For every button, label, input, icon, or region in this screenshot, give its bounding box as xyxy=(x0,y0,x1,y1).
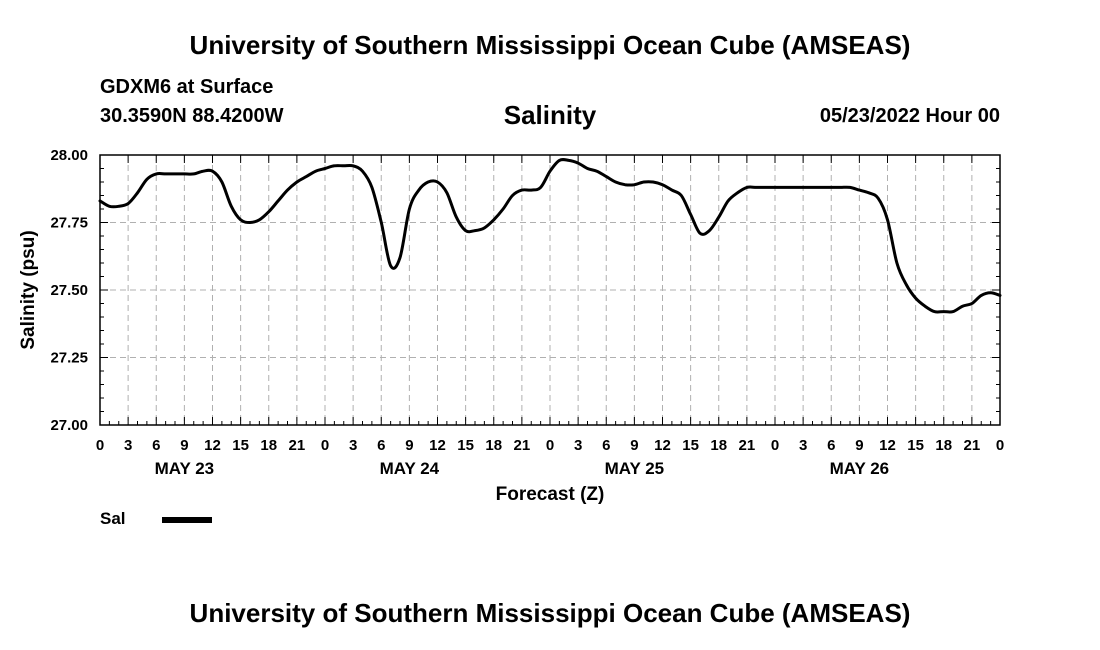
x-tick-label: 15 xyxy=(232,437,249,454)
x-tick-label: 9 xyxy=(630,437,638,454)
x-tick-label: 9 xyxy=(180,437,188,454)
x-axis-title: Forecast (Z) xyxy=(496,484,605,505)
legend-label: Sal xyxy=(100,509,126,528)
y-tick-label: 27.75 xyxy=(50,215,88,232)
x-tick-label: 6 xyxy=(602,437,610,454)
x-tick-label: 12 xyxy=(654,437,671,454)
x-tick-label: 0 xyxy=(321,437,329,454)
x-tick-label: 21 xyxy=(964,437,981,454)
station-coordinates: 30.3590N 88.4200W xyxy=(100,105,284,127)
salinity-series-line xyxy=(98,157,1002,314)
grid-lines xyxy=(100,154,1000,425)
date-label: MAY 23 xyxy=(155,459,215,478)
x-tick-label: 3 xyxy=(349,437,357,454)
report-title: University of Southern Mississippi Ocean… xyxy=(189,30,911,60)
x-tick-label: 6 xyxy=(827,437,835,454)
x-tick-label: 21 xyxy=(514,437,531,454)
axis-ticks xyxy=(99,154,1001,426)
x-tick-label: 15 xyxy=(457,437,474,454)
x-tick-label: 12 xyxy=(879,437,896,454)
y-tick-label: 27.00 xyxy=(50,417,88,434)
x-tick-label: 9 xyxy=(855,437,863,454)
y-tick-label: 27.25 xyxy=(50,350,88,367)
x-tick-label: 15 xyxy=(682,437,699,454)
x-tick-label: 3 xyxy=(124,437,132,454)
x-tick-label: 12 xyxy=(204,437,221,454)
x-tick-label: 15 xyxy=(907,437,924,454)
x-tick-label: 0 xyxy=(996,437,1004,454)
x-tick-label: 6 xyxy=(377,437,385,454)
y-tick-label: 28.00 xyxy=(50,147,88,164)
x-tick-label: 0 xyxy=(546,437,554,454)
x-tick-label: 6 xyxy=(152,437,160,454)
x-tick-label: 18 xyxy=(710,437,727,454)
x-tick-label: 21 xyxy=(739,437,756,454)
x-tick-label: 0 xyxy=(771,437,779,454)
forecast-run-time: 05/23/2022 Hour 00 xyxy=(819,105,1000,127)
date-label: MAY 25 xyxy=(605,459,665,478)
x-tick-label: 18 xyxy=(935,437,952,454)
x-tick-label: 9 xyxy=(405,437,413,454)
x-tick-label: 18 xyxy=(260,437,277,454)
x-tick-label: 0 xyxy=(96,437,104,454)
x-tick-label: 21 xyxy=(289,437,306,454)
chart-title: Salinity xyxy=(503,100,597,130)
x-tick-label: 12 xyxy=(429,437,446,454)
axis-labels: 0 3 6 9 12 15 18 21 0 3 6 9 12 15 18 21 0 3 6 9 12 15 18 21 0 3 6 9… xyxy=(50,147,1004,478)
date-label: MAY 26 xyxy=(830,459,890,478)
y-axis-title: Salinity (psu) xyxy=(18,230,39,349)
x-tick-label: 18 xyxy=(485,437,502,454)
footer-title: University of Southern Mississippi Ocean… xyxy=(189,598,911,628)
y-tick-label: 27.50 xyxy=(50,282,88,299)
x-tick-label: 3 xyxy=(799,437,807,454)
station-label: GDXM6 at Surface xyxy=(100,76,274,98)
x-tick-label: 3 xyxy=(574,437,582,454)
date-label: MAY 24 xyxy=(380,459,440,478)
legend-line-swatch xyxy=(162,517,212,523)
